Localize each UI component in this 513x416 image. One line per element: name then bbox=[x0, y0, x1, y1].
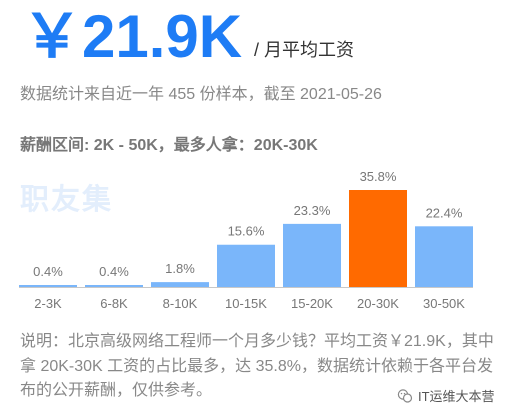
value-label-6-8K: 0.4% bbox=[99, 264, 129, 279]
average-salary: ￥21.9K bbox=[22, 3, 243, 70]
category-label-10-15K: 10-15K bbox=[225, 296, 267, 311]
sample-info: 数据统计来自近一年 455 份样本，截至 2021-05-26 bbox=[20, 86, 382, 103]
value-label-8-10K: 1.8% bbox=[165, 261, 195, 276]
salary-unit: / 月平均工资 bbox=[254, 40, 355, 60]
bar-15-20K bbox=[283, 223, 341, 287]
salary-range: 薪酬区间: 2K - 50K，最多人拿：20K-30K bbox=[20, 137, 318, 154]
salary-distribution-chart: 0.4% 2-3K 0.4% 6-8K 1.8% 8-10K 15.6% 10-15K 23.3… bbox=[19, 169, 473, 311]
bar-6-8K bbox=[85, 285, 143, 287]
value-label-30-50K: 22.4% bbox=[426, 205, 463, 220]
bar-2-3K bbox=[19, 285, 77, 287]
source-badge: IT运维大本营 bbox=[395, 385, 497, 406]
category-label-8-10K: 8-10K bbox=[163, 296, 198, 311]
category-label-20-30K: 20-30K bbox=[357, 296, 399, 311]
bar-10-15K bbox=[217, 244, 275, 287]
watermark-logo: 职友集 bbox=[20, 184, 114, 216]
bar-8-10K bbox=[151, 282, 209, 287]
bar-30-50K bbox=[415, 226, 473, 287]
category-label-6-8K: 6-8K bbox=[100, 296, 128, 311]
value-label-15-20K: 23.3% bbox=[294, 203, 331, 218]
value-label-20-30K: 35.8% bbox=[360, 169, 397, 184]
category-label-30-50K: 30-50K bbox=[423, 296, 465, 311]
bar-20-30K bbox=[349, 190, 407, 287]
badge-text: IT运维大本营 bbox=[418, 389, 495, 404]
category-label-2-3K: 2-3K bbox=[34, 296, 62, 311]
value-label-10-15K: 15.6% bbox=[228, 224, 265, 239]
category-label-15-20K: 15-20K bbox=[291, 296, 333, 311]
description-note: 说明：北京高级网络工程师一个月多少钱？平均工资￥21.9K，其中拿 20K-30… bbox=[20, 333, 494, 399]
wechat-icon bbox=[397, 388, 413, 403]
value-label-2-3K: 0.4% bbox=[33, 264, 63, 279]
